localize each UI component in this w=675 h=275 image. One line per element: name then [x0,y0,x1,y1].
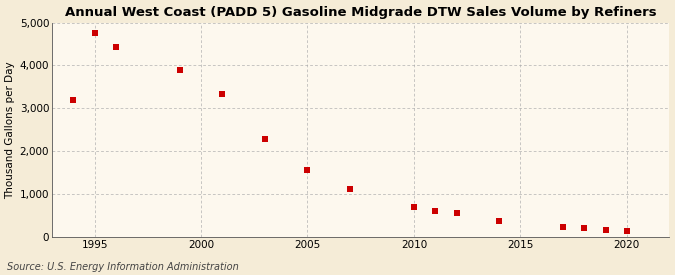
Point [622,229,632,233]
Point [451,211,462,216]
Point [259,136,270,141]
Point [111,45,122,49]
Title: Annual West Coast (PADD 5) Gasoline Midgrade DTW Sales Volume by Refiners: Annual West Coast (PADD 5) Gasoline Midg… [65,6,657,18]
Point [493,219,504,223]
Point [68,98,79,102]
Point [217,92,227,97]
Y-axis label: Thousand Gallons per Day: Thousand Gallons per Day [5,61,16,199]
Point [600,228,611,232]
Point [558,225,568,229]
Point [408,205,419,210]
Point [430,208,441,213]
Point [302,167,313,172]
Point [89,31,100,35]
Text: Source: U.S. Energy Information Administration: Source: U.S. Energy Information Administ… [7,262,238,272]
Point [345,187,356,191]
Point [579,226,590,230]
Point [174,68,185,72]
